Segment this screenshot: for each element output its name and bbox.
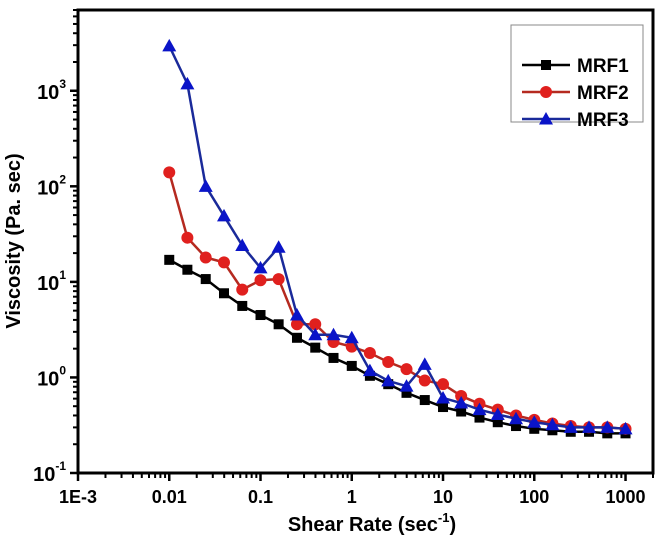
- data-point: [346, 360, 357, 371]
- data-point: [456, 406, 467, 417]
- data-point: [362, 363, 377, 377]
- plot-border: [76, 8, 655, 475]
- legend-marker: [539, 112, 553, 125]
- data-point: [328, 352, 339, 363]
- data-point: [490, 407, 505, 420]
- data-point: [454, 396, 469, 409]
- data-point: [511, 421, 522, 432]
- data-point: [582, 420, 597, 433]
- data-point: [399, 379, 414, 392]
- data-point: [418, 374, 431, 387]
- data-point: [401, 387, 412, 398]
- x-axis-title: Shear Rate (sec-1): [288, 510, 456, 536]
- data-point: [437, 378, 450, 391]
- data-point: [272, 273, 285, 286]
- legend-marker: [541, 60, 551, 70]
- series-line: [168, 172, 626, 431]
- data-point: [363, 347, 376, 360]
- x-tick-label: 10: [433, 487, 453, 507]
- data-point: [382, 356, 395, 369]
- x-tick-label: 1E-3: [59, 487, 97, 507]
- legend: MRF1 MRF2 MRF3: [510, 24, 644, 131]
- data-point: [290, 318, 303, 331]
- data-point: [618, 421, 633, 435]
- data-point: [474, 412, 485, 423]
- x-tick-label: 1: [347, 487, 357, 507]
- data-point: [182, 264, 193, 275]
- x-tick-label: 1000: [606, 487, 646, 507]
- data-point: [400, 363, 413, 376]
- data-point: [198, 179, 213, 192]
- data-point: [181, 231, 194, 244]
- plot-frame: [76, 8, 655, 475]
- data-point: [381, 373, 396, 387]
- x-axis-ticks: 1E-3 0.01 0.1 1 10 100 1000: [59, 473, 654, 507]
- legend-label: MRF1: [577, 56, 629, 77]
- data-point: [235, 238, 250, 252]
- data-point: [163, 166, 176, 179]
- data-point: [254, 274, 267, 287]
- data-point: [308, 327, 323, 341]
- data-point: [199, 251, 212, 264]
- y-tick-label: 101: [37, 268, 66, 295]
- legend-box: [510, 24, 644, 123]
- data-point: [527, 415, 542, 428]
- x-tick-label: 0.1: [248, 487, 273, 507]
- data-point: [455, 389, 468, 402]
- data-point: [162, 38, 177, 52]
- data-point: [492, 417, 503, 428]
- data-point: [545, 417, 560, 431]
- y-axis-title: Viscosity (Pa. sec): [3, 153, 25, 328]
- series-mrf1: [164, 254, 631, 439]
- data-point: [273, 319, 284, 330]
- data-point: [309, 318, 322, 331]
- legend-item-mrf1: MRF1: [522, 56, 629, 77]
- x-tick-label: 0.01: [152, 487, 187, 507]
- data-point: [164, 254, 175, 265]
- data-point: [438, 402, 449, 413]
- data-point: [253, 260, 268, 274]
- data-point: [529, 423, 540, 434]
- data-point: [419, 395, 430, 406]
- data-point: [326, 327, 341, 341]
- legend-marker: [540, 86, 552, 98]
- data-point: [237, 300, 248, 311]
- data-point: [200, 274, 211, 285]
- data-point: [180, 76, 195, 90]
- y-tick-label: 100: [37, 363, 66, 390]
- data-point: [255, 310, 266, 321]
- y-tick-label: 102: [37, 172, 66, 199]
- data-point: [600, 420, 615, 433]
- data-point: [509, 411, 524, 425]
- x-tick-label: 100: [519, 487, 549, 507]
- y-axis-ticks: 10-1 100 101 102 103: [33, 9, 78, 486]
- data-point: [289, 308, 304, 321]
- data-point: [472, 402, 487, 416]
- data-point: [271, 240, 286, 253]
- data-point: [291, 332, 302, 343]
- data-point: [344, 330, 359, 344]
- series-layer: [162, 38, 633, 439]
- data-point: [310, 342, 321, 353]
- data-point: [217, 256, 230, 269]
- data-point: [218, 288, 229, 299]
- data-point: [216, 208, 231, 222]
- legend-label: MRF3: [577, 110, 629, 131]
- data-point: [547, 425, 558, 436]
- legend-label: MRF2: [577, 83, 629, 104]
- data-point: [236, 283, 249, 296]
- series-mrf3: [162, 38, 633, 435]
- data-point: [417, 357, 432, 370]
- data-point: [563, 420, 578, 433]
- legend-item-mrf2: MRF2: [522, 83, 629, 104]
- data-point: [436, 390, 451, 404]
- y-tick-label: 103: [37, 77, 66, 104]
- y-tick-label: 10-1: [33, 459, 66, 486]
- legend-item-mrf3: MRF3: [522, 110, 629, 131]
